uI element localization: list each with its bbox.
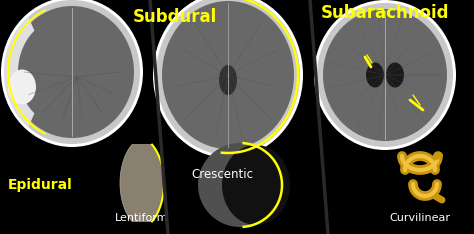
Ellipse shape (433, 152, 443, 160)
Ellipse shape (156, 0, 300, 155)
Ellipse shape (153, 0, 303, 158)
Ellipse shape (8, 69, 36, 105)
Ellipse shape (219, 65, 237, 95)
Ellipse shape (198, 143, 282, 227)
Text: Subarachnoid: Subarachnoid (321, 4, 449, 22)
Ellipse shape (317, 3, 453, 147)
Polygon shape (120, 145, 164, 221)
Ellipse shape (314, 0, 456, 150)
Ellipse shape (366, 62, 384, 88)
Polygon shape (4, 17, 35, 127)
Ellipse shape (10, 6, 134, 138)
Text: Epidural: Epidural (8, 178, 73, 192)
Ellipse shape (323, 9, 447, 141)
Ellipse shape (1, 0, 143, 147)
Text: Curvilinear: Curvilinear (390, 213, 450, 223)
Ellipse shape (386, 62, 404, 88)
Text: Subdural: Subdural (133, 8, 217, 26)
Text: Crescentic: Crescentic (191, 168, 253, 182)
Text: Lentiform: Lentiform (115, 213, 169, 223)
Ellipse shape (4, 0, 140, 144)
Ellipse shape (222, 145, 290, 225)
Ellipse shape (162, 1, 294, 149)
